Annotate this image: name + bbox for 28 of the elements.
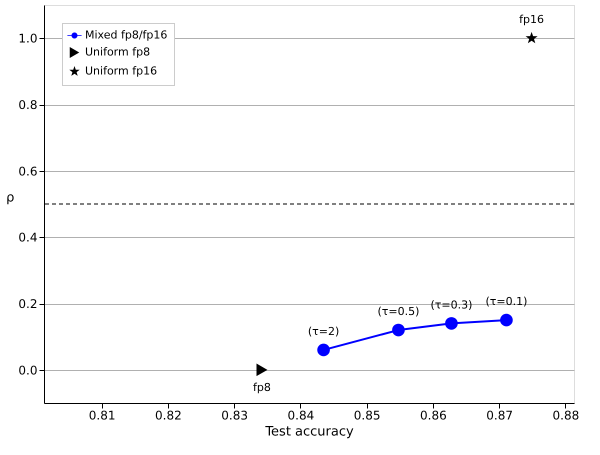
x-tick-label: 0.84 — [288, 408, 314, 422]
x-tick-label: 0.86 — [420, 408, 447, 422]
y-axis-title: ρ — [6, 190, 14, 206]
x-axis-title: Test accuracy — [264, 424, 354, 440]
x-tick-label: 0.88 — [552, 408, 580, 422]
x-tick-label: 0.81 — [88, 408, 116, 422]
annotation: (τ=0.1) — [485, 295, 528, 308]
annotation: fp8 — [253, 380, 271, 394]
point — [317, 344, 330, 356]
y-tick-label: 0.8 — [18, 98, 38, 112]
point — [256, 364, 268, 376]
annotation: (τ=0.5) — [377, 305, 420, 318]
point — [526, 32, 538, 44]
x-tick-label: 0.82 — [155, 408, 182, 422]
y-tick-label: 0.0 — [18, 363, 38, 378]
annotation: (τ=0.3) — [430, 298, 472, 312]
x-tick-label: 0.83 — [221, 408, 248, 422]
legend-label: Mixed fp8/fp16 — [85, 28, 168, 42]
legend-label: Uniform fp16 — [85, 64, 158, 78]
y-tick-label: 0.2 — [18, 297, 38, 311]
y-tick-label: 0.6 — [18, 164, 38, 178]
annotation: (τ=2) — [308, 324, 340, 338]
y-tick-label: 0.4 — [18, 230, 38, 245]
annotation: fp16 — [519, 13, 544, 26]
y-tick-label: 1.0 — [18, 32, 38, 46]
legend-label: Uniform fp8 — [85, 46, 150, 58]
x-tick-label: 0.85 — [354, 408, 380, 422]
x-tick-label: 0.87 — [486, 408, 513, 422]
